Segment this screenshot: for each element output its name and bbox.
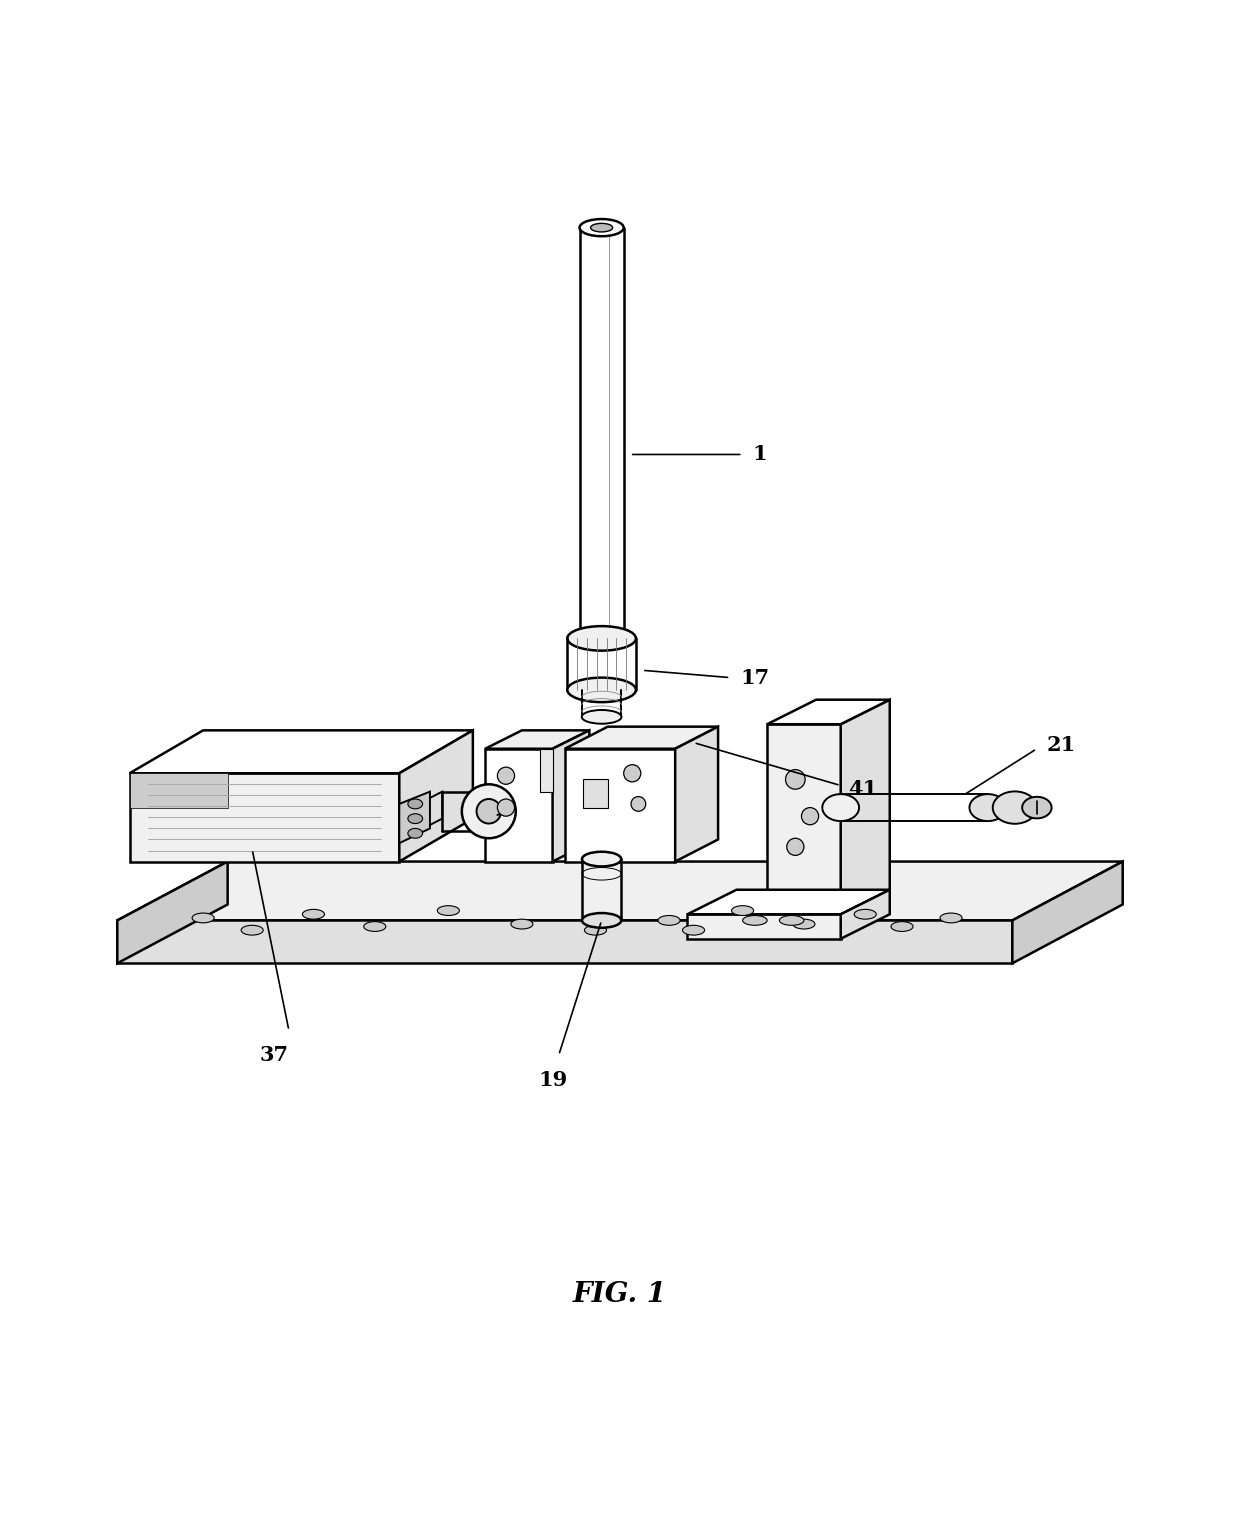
Ellipse shape: [940, 913, 962, 922]
Text: 37: 37: [259, 1046, 289, 1065]
Text: 21: 21: [1047, 735, 1076, 755]
Text: 19: 19: [538, 1070, 567, 1090]
Ellipse shape: [363, 922, 386, 931]
Text: 1: 1: [753, 444, 768, 464]
Polygon shape: [541, 749, 553, 791]
Ellipse shape: [792, 919, 815, 928]
Ellipse shape: [303, 909, 325, 919]
Polygon shape: [1012, 861, 1122, 963]
Ellipse shape: [408, 814, 423, 823]
Ellipse shape: [732, 906, 754, 916]
Ellipse shape: [1022, 798, 1052, 819]
Ellipse shape: [624, 764, 641, 782]
Ellipse shape: [461, 784, 516, 839]
Polygon shape: [675, 726, 718, 861]
Ellipse shape: [241, 925, 263, 935]
Ellipse shape: [801, 808, 818, 825]
Ellipse shape: [584, 925, 606, 935]
Ellipse shape: [567, 677, 636, 702]
Ellipse shape: [579, 630, 624, 647]
Ellipse shape: [582, 852, 621, 866]
Ellipse shape: [192, 913, 215, 922]
Ellipse shape: [854, 909, 877, 919]
Ellipse shape: [438, 906, 459, 916]
Ellipse shape: [785, 770, 805, 790]
Polygon shape: [118, 921, 1012, 963]
Polygon shape: [553, 731, 589, 861]
Polygon shape: [841, 890, 890, 939]
Polygon shape: [485, 749, 553, 861]
Ellipse shape: [743, 916, 768, 925]
Ellipse shape: [582, 709, 621, 724]
Polygon shape: [565, 726, 718, 749]
Ellipse shape: [780, 916, 804, 925]
Ellipse shape: [582, 913, 621, 928]
Polygon shape: [399, 791, 430, 843]
Polygon shape: [129, 731, 472, 773]
Ellipse shape: [892, 922, 913, 931]
Ellipse shape: [408, 799, 423, 808]
Polygon shape: [399, 791, 443, 840]
Ellipse shape: [590, 224, 613, 231]
Ellipse shape: [822, 794, 859, 820]
Polygon shape: [118, 861, 228, 963]
Polygon shape: [768, 724, 841, 921]
Polygon shape: [129, 773, 228, 808]
Ellipse shape: [408, 828, 423, 839]
Ellipse shape: [631, 796, 646, 811]
Polygon shape: [768, 700, 890, 724]
Polygon shape: [399, 731, 472, 861]
Ellipse shape: [497, 767, 515, 784]
Polygon shape: [129, 773, 399, 861]
Ellipse shape: [682, 925, 704, 935]
Text: 17: 17: [740, 668, 769, 688]
Polygon shape: [841, 700, 890, 921]
Polygon shape: [687, 890, 890, 915]
Ellipse shape: [476, 799, 501, 823]
Ellipse shape: [786, 839, 804, 855]
Ellipse shape: [497, 799, 515, 816]
Polygon shape: [485, 731, 589, 749]
Ellipse shape: [511, 919, 533, 928]
Polygon shape: [565, 749, 675, 861]
Text: 41: 41: [848, 779, 878, 799]
Ellipse shape: [993, 791, 1037, 823]
Polygon shape: [687, 915, 841, 939]
Ellipse shape: [970, 794, 1006, 820]
Ellipse shape: [567, 626, 636, 650]
Polygon shape: [118, 861, 1122, 921]
Text: FIG. 1: FIG. 1: [573, 1282, 667, 1307]
Polygon shape: [583, 779, 608, 808]
Ellipse shape: [658, 916, 680, 925]
Ellipse shape: [579, 219, 624, 236]
